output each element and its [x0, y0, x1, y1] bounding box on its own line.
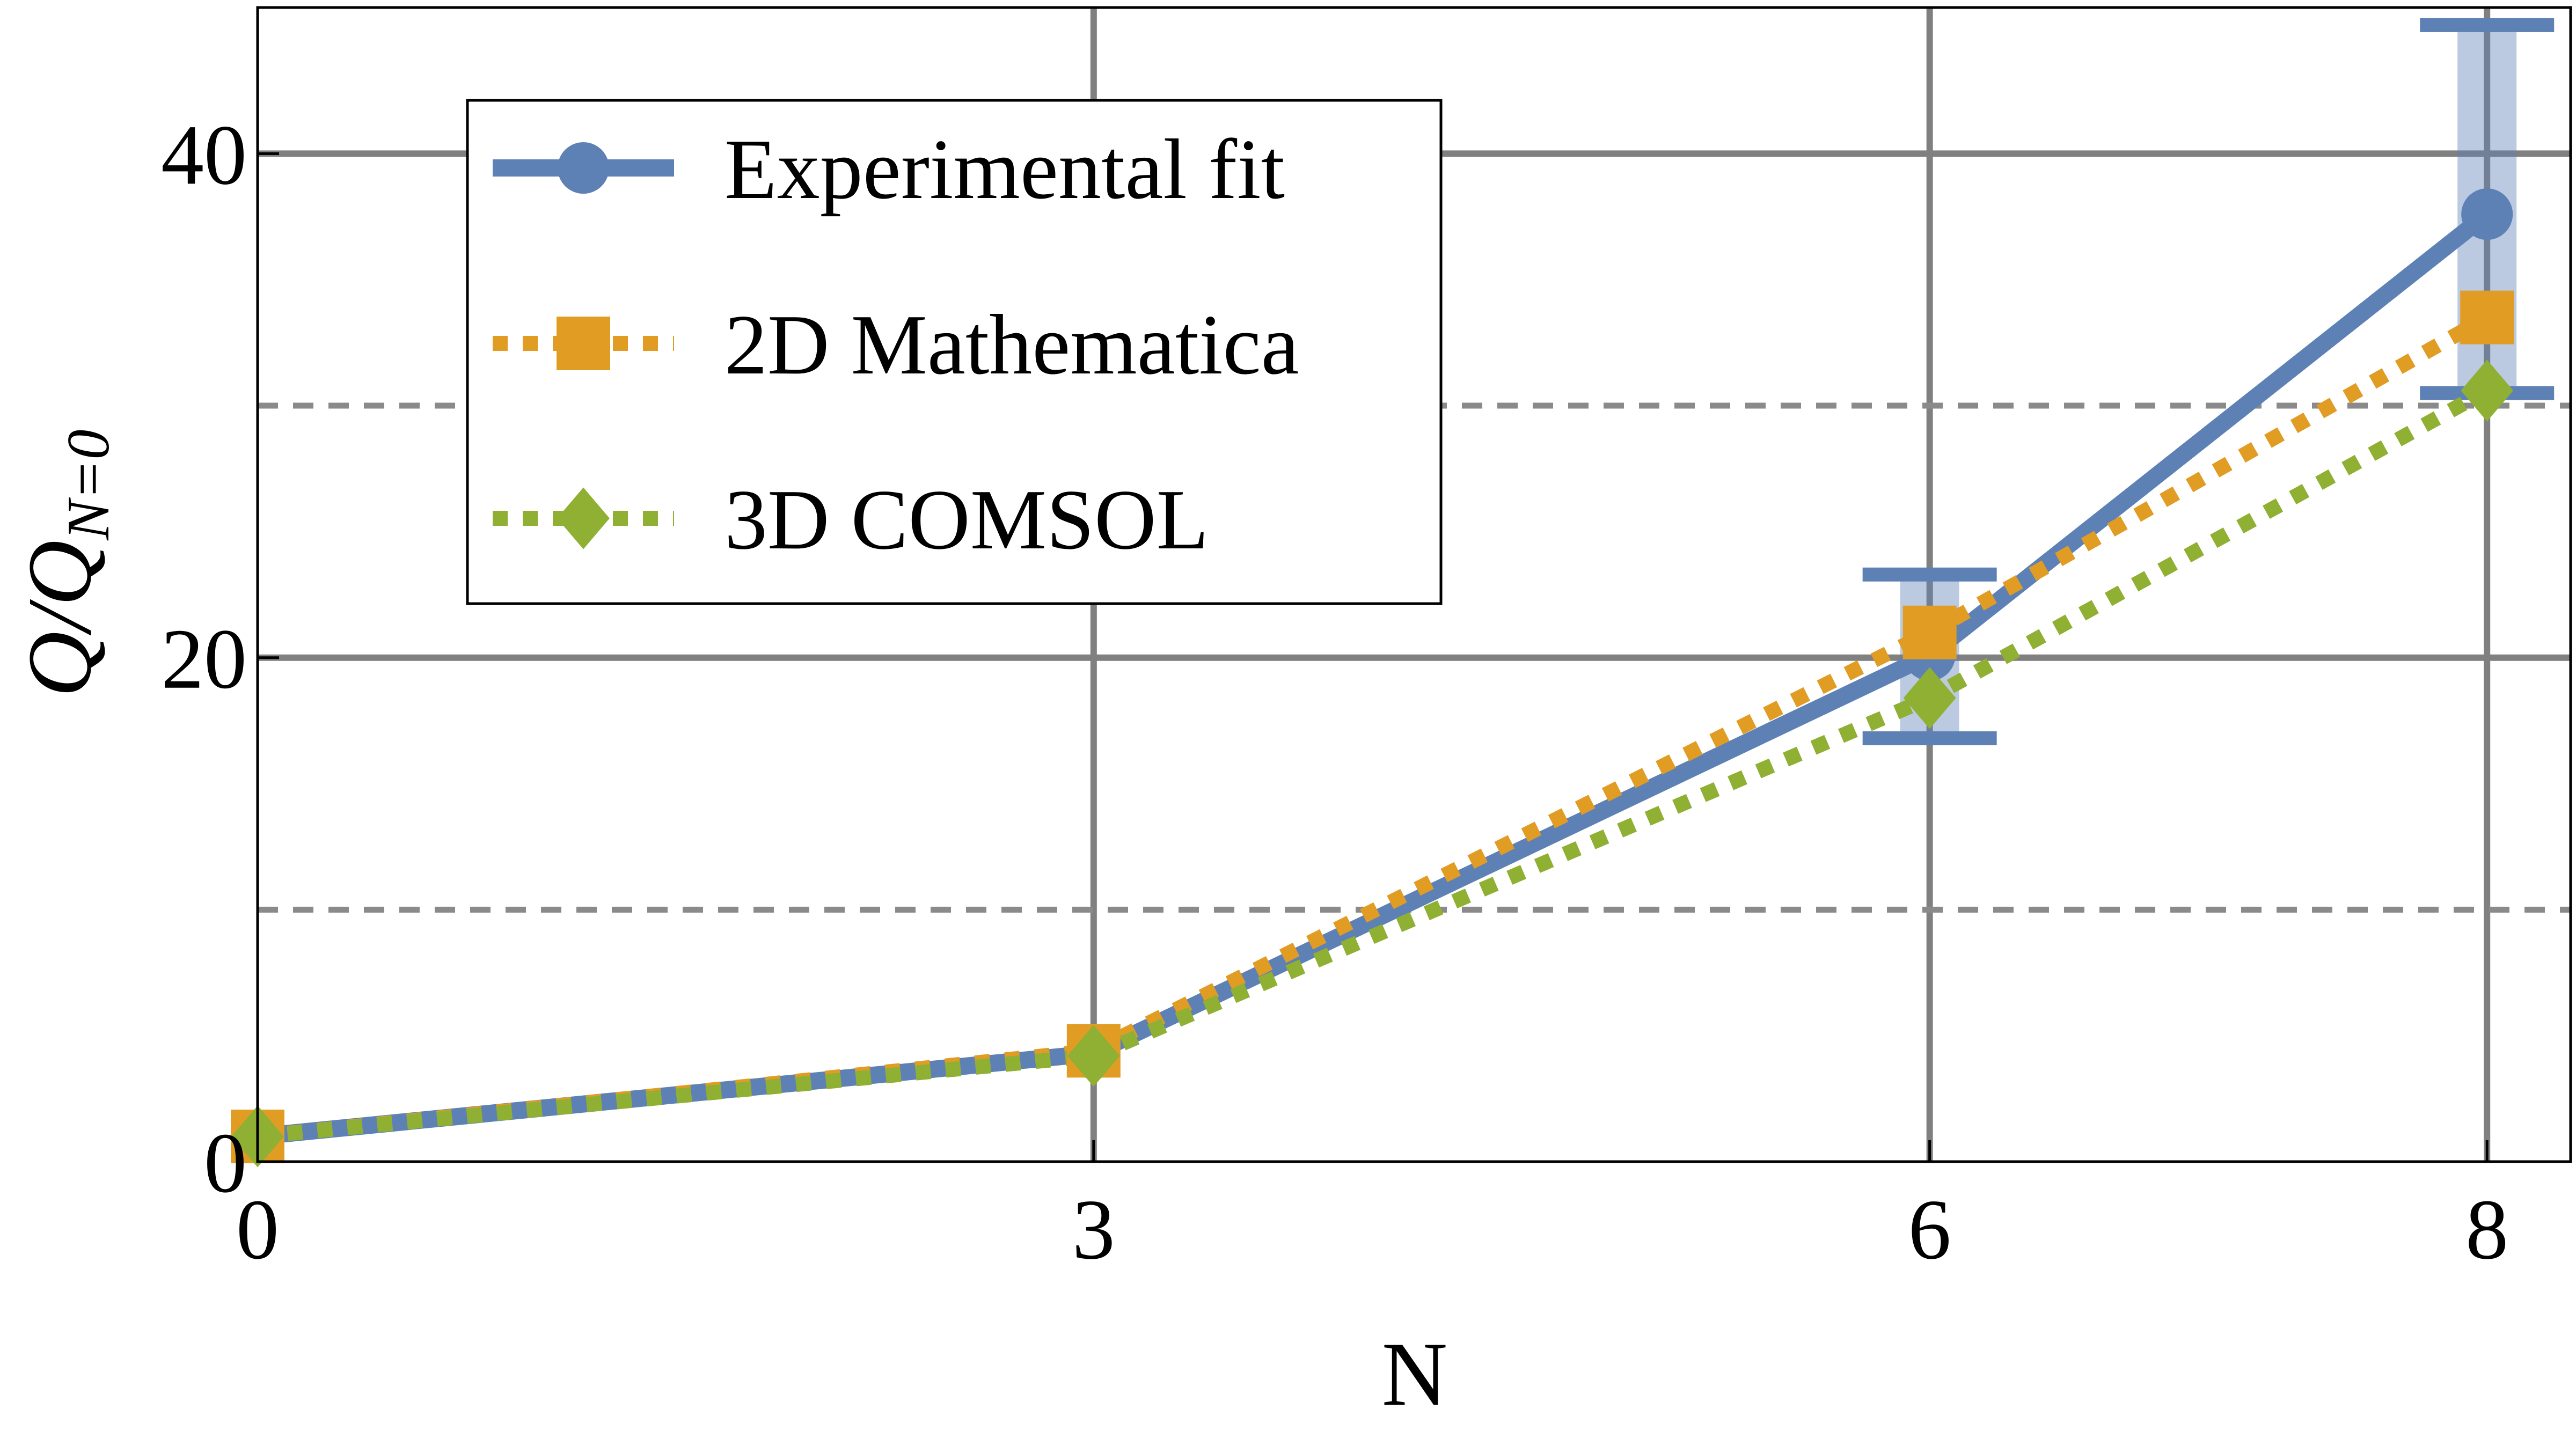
legend: Experimental fit 2D Mathematica 3D COMSOL: [466, 99, 1443, 605]
y-axis-label-main: Q/Q: [9, 540, 110, 698]
legend-square-marker: [557, 317, 610, 370]
legend-circle-marker: [558, 142, 609, 194]
series-line-experimental-fit: [257, 207, 2493, 1145]
y-tick-label: 20: [161, 611, 247, 707]
diamond-marker: [2461, 359, 2514, 422]
legend-label: Experimental fit: [724, 121, 1285, 217]
axes: [256, 6, 2572, 1163]
diamond-marker: [1903, 667, 1956, 729]
legend-label: 2D Mathematica: [724, 297, 1299, 392]
plot-frame: [256, 6, 2572, 1163]
y-tick-label: 0: [204, 1115, 247, 1210]
legend-label: 3D COMSOL: [724, 472, 1209, 567]
series-line-3d-comsol: [257, 384, 2491, 1144]
circle-marker: [2461, 188, 2513, 240]
series-lines: [257, 207, 2493, 1145]
diamond-marker: [1067, 1025, 1120, 1087]
square-marker: [1902, 605, 1957, 659]
legend-diamond-marker: [557, 487, 610, 549]
x-tick-label: 8: [2465, 1182, 2508, 1277]
x-tick-label: 3: [1072, 1182, 1115, 1277]
x-tick-label: 0: [236, 1182, 279, 1277]
svg-text:Q/QN=0: Q/QN=0: [9, 429, 122, 697]
square-marker: [2460, 290, 2514, 344]
data-markers: [231, 188, 2514, 1168]
y-tick-label: 40: [161, 107, 247, 202]
legend-box: [466, 99, 1443, 605]
x-tick-label: 6: [1908, 1182, 1951, 1277]
y-axis-label: Q/QN=0: [9, 429, 122, 697]
y-axis-label-subscript: N=0: [55, 429, 122, 540]
tick-labels: 0 3 6 8 0 20 40: [161, 107, 2508, 1277]
x-axis-label: N: [1382, 1324, 1448, 1425]
